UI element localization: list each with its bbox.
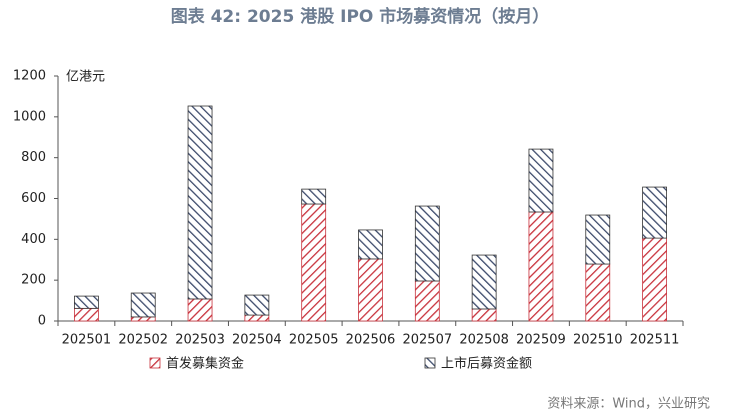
bar-segment xyxy=(642,237,667,322)
source: 资料来源：Wind，兴业研究 xyxy=(547,397,710,412)
x-tick-label: 202505 xyxy=(289,333,339,348)
y-tick-label: 400 xyxy=(21,232,46,247)
bar-segment xyxy=(187,105,213,300)
x-tick-label: 202506 xyxy=(346,333,396,348)
bar-segment xyxy=(585,214,611,265)
legend-label: 首发募集资金 xyxy=(166,356,244,372)
bar-segment xyxy=(642,186,667,239)
x-tick-label: 202501 xyxy=(62,333,112,348)
legend-label: 上市后募资金额 xyxy=(441,356,532,372)
bar-segment xyxy=(244,294,270,316)
bar-segment xyxy=(244,314,270,322)
legend-swatch xyxy=(149,357,161,369)
y-tick-label: 0 xyxy=(38,314,46,329)
y-tick-label: 200 xyxy=(21,273,46,288)
bar-segment xyxy=(130,292,156,318)
y-tick-label: 1000 xyxy=(13,109,46,124)
y-tick-label: 800 xyxy=(21,150,46,165)
bar-segment xyxy=(358,258,383,322)
bar-segment xyxy=(414,280,440,322)
x-tick-label: 202504 xyxy=(232,333,282,348)
y-tick-label: 1200 xyxy=(13,69,46,84)
bar-segment xyxy=(358,229,383,260)
x-tick-label: 202511 xyxy=(630,333,680,348)
bar-segment xyxy=(74,307,99,322)
x-tick-label: 202507 xyxy=(402,333,452,348)
bar-segment xyxy=(301,188,327,205)
y-unit: 亿港元 xyxy=(66,70,105,85)
bar-segment xyxy=(471,254,497,310)
bar-segment xyxy=(585,263,611,322)
bar-segment xyxy=(414,205,440,282)
x-tick-label: 202508 xyxy=(459,333,509,348)
legend-swatch xyxy=(424,357,436,369)
x-tick-label: 202510 xyxy=(573,333,623,348)
x-tick-label: 202502 xyxy=(118,333,168,348)
bar-segment xyxy=(471,308,497,322)
y-tick-label: 600 xyxy=(21,191,46,206)
x-tick-label: 202509 xyxy=(516,333,566,348)
bar-segment xyxy=(130,316,156,322)
bar-segment xyxy=(187,298,213,322)
x-tick-label: 202503 xyxy=(175,333,225,348)
bar-segment xyxy=(301,203,327,322)
bar-segment xyxy=(528,211,554,322)
bar-segment xyxy=(74,295,99,309)
bar-segment xyxy=(528,148,554,213)
chart-title: 图表 42: 2025 港股 IPO 市场募资情况（按月） xyxy=(171,6,550,27)
